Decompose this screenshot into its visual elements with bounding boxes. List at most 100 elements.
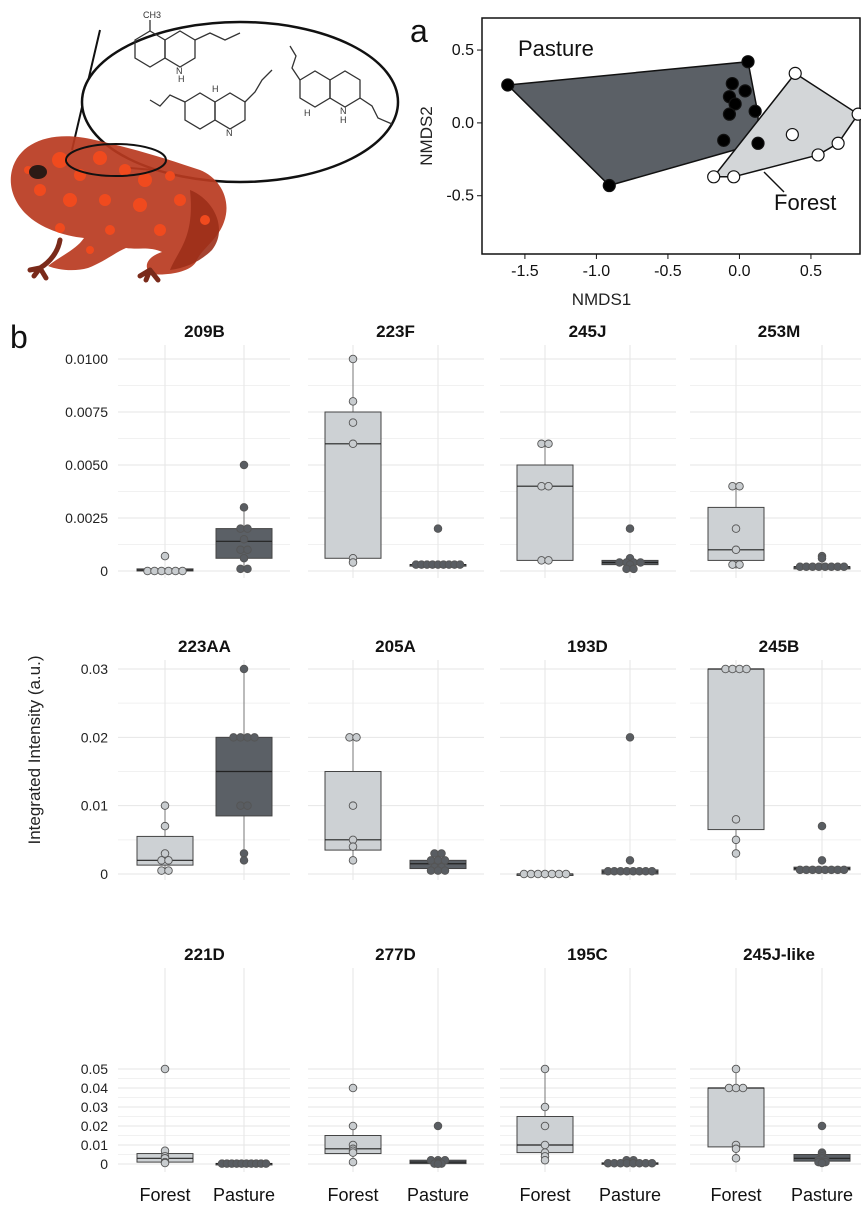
frog-front-leg (27, 237, 63, 281)
facet-title: 195C (567, 945, 608, 964)
data-point-pasture (261, 1159, 271, 1168)
zoom-bubble (80, 20, 400, 184)
category-label-pasture: Pasture (407, 1185, 469, 1205)
data-point-forest (348, 418, 358, 427)
data-point-forest (540, 1155, 550, 1165)
data-point-forest (738, 1083, 748, 1093)
box-forest (324, 411, 382, 559)
data-point-pasture (236, 524, 245, 533)
nmds-point-pasture (725, 76, 739, 91)
data-point-forest (721, 664, 730, 674)
data-point-forest (724, 1083, 734, 1093)
data-point-forest (731, 849, 741, 858)
y-tick-label: 0 (100, 563, 108, 579)
data-point-pasture (433, 866, 443, 875)
svg-text:N: N (340, 106, 347, 116)
data-point-pasture (817, 554, 827, 563)
data-point-pasture (455, 560, 465, 569)
data-point-forest (735, 560, 744, 569)
data-point-forest (164, 866, 173, 875)
data-point-forest (348, 1121, 358, 1131)
y-axis-title: NMDS2 (417, 106, 436, 166)
alkaloid-atom-labels: CH3 N H N H H N H (143, 10, 347, 138)
panel-a-letter: a (410, 13, 428, 49)
data-point-forest (540, 1064, 550, 1074)
x-tick-label: -0.5 (654, 263, 682, 280)
nmds-point-pasture (751, 136, 765, 150)
data-point-pasture (433, 1121, 443, 1131)
data-point-forest (150, 566, 159, 576)
data-point-pasture (839, 562, 849, 572)
data-point-forest (735, 664, 744, 674)
data-point-forest (731, 1064, 741, 1074)
data-point-forest (160, 1064, 170, 1074)
facet-title: 223AA (178, 637, 231, 656)
facet-title: 245J (569, 322, 607, 341)
category-label-forest: Forest (139, 1185, 190, 1205)
x-tick-label: 0.5 (800, 263, 822, 280)
data-point-forest (731, 1144, 741, 1154)
facet-title: 277D (375, 945, 416, 964)
data-point-pasture (243, 564, 252, 574)
frog-eye (29, 165, 47, 179)
data-point-forest (554, 869, 564, 879)
data-point-forest (348, 1148, 358, 1157)
nmds-point-pasture (748, 104, 762, 118)
data-point-pasture (647, 867, 657, 876)
data-point-forest (345, 733, 354, 742)
data-point-forest (171, 566, 180, 576)
series-label-pasture: Pasture (518, 36, 594, 61)
data-point-forest (160, 801, 170, 810)
data-point-pasture (636, 558, 645, 567)
data-point-forest (157, 566, 166, 576)
facet-title: 205A (375, 637, 416, 656)
svg-text:H: H (304, 108, 311, 118)
nmds-point-forest (811, 148, 825, 162)
data-point-pasture (250, 733, 259, 742)
y-tick-label: 0.5 (452, 42, 474, 59)
nmds-point-pasture (728, 97, 742, 111)
data-point-pasture (243, 524, 252, 533)
data-point-pasture (433, 856, 443, 865)
data-point-pasture (229, 733, 238, 742)
y-tick-label: 0.0100 (65, 351, 108, 367)
series-label-forest: Forest (774, 190, 836, 215)
data-point-pasture (440, 856, 450, 865)
x-tick-label: -1.0 (583, 263, 611, 280)
svg-text:N: N (226, 128, 233, 138)
facet-title: 209B (184, 322, 225, 341)
data-point-forest (544, 439, 553, 449)
data-point-forest (547, 869, 557, 879)
category-label-forest: Forest (710, 1185, 761, 1205)
svg-text:CH3: CH3 (143, 10, 161, 20)
y-tick-label: 0.01 (81, 798, 108, 814)
data-point-forest (731, 835, 741, 845)
data-point-forest (544, 481, 553, 491)
data-point-forest (742, 664, 751, 674)
data-point-forest (178, 566, 187, 576)
y-axis-title: Integrated Intensity (a.u.) (25, 656, 44, 845)
data-point-pasture (426, 856, 436, 865)
data-point-pasture (817, 821, 827, 831)
data-point-forest (160, 1158, 170, 1168)
nmds-point-pasture (722, 107, 737, 121)
data-point-forest (164, 856, 173, 865)
y-tick-label: 0.03 (81, 1099, 108, 1115)
facet-title: 193D (567, 637, 608, 656)
data-point-forest (157, 856, 166, 865)
data-point-forest (160, 821, 170, 831)
nmds-point-forest (788, 66, 802, 80)
data-point-forest (544, 556, 553, 565)
data-point-pasture (817, 856, 827, 865)
data-point-forest (160, 551, 170, 561)
data-point-forest (728, 560, 737, 569)
category-label-forest: Forest (327, 1185, 378, 1205)
box-pasture (215, 736, 273, 817)
data-point-forest (526, 869, 536, 879)
data-point-pasture (243, 733, 252, 742)
data-point-pasture (239, 664, 249, 674)
svg-text:H: H (340, 115, 347, 125)
box-forest (516, 464, 574, 561)
data-point-forest (348, 856, 358, 865)
